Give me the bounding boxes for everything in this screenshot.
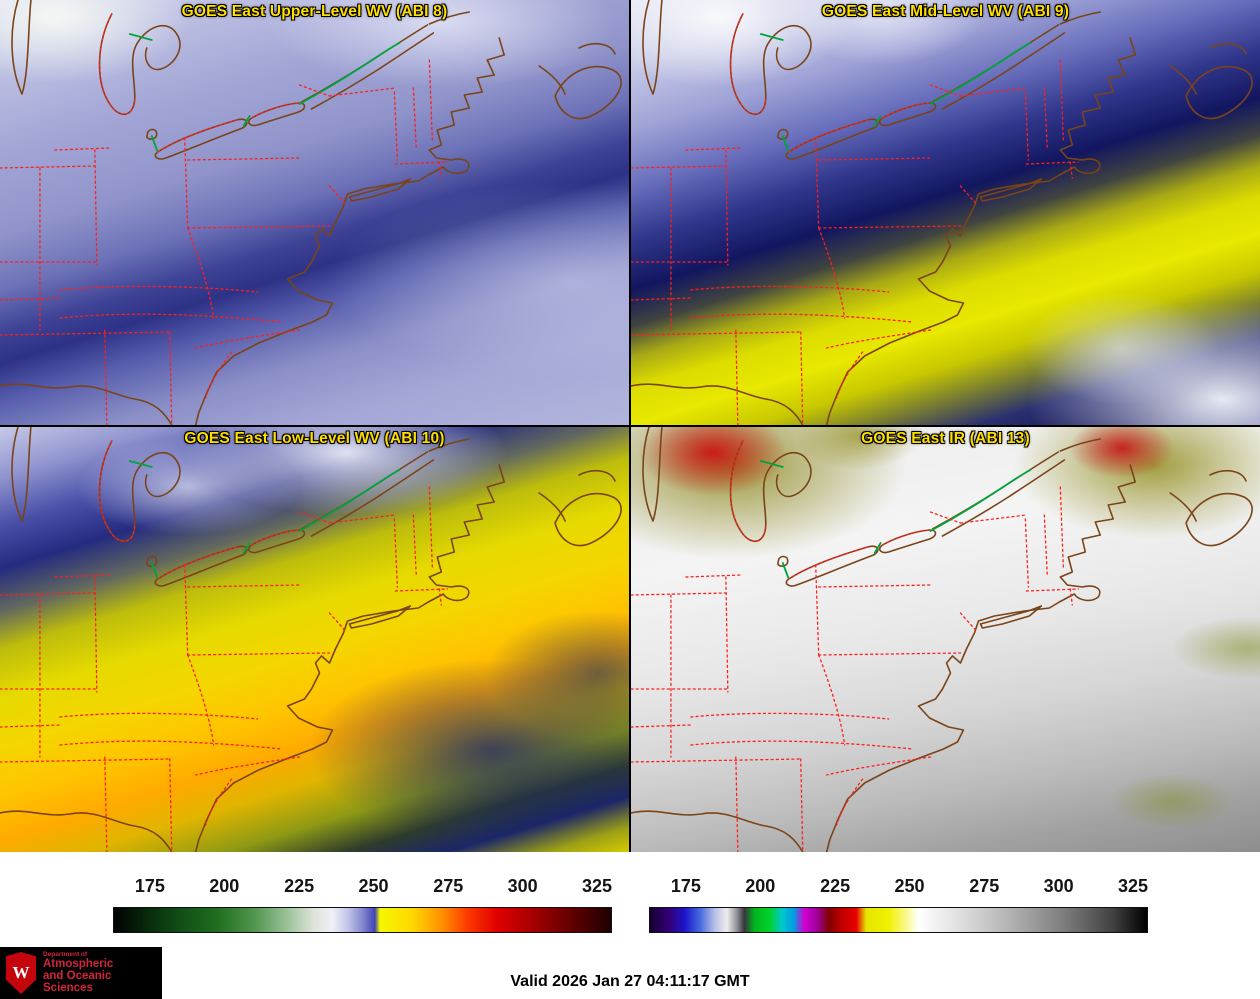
map-overlay xyxy=(0,0,623,425)
ir-colorbar-block: 175 200 225 250 275 300 325 xyxy=(649,876,1148,933)
satellite-quadrant-grid: GOES East Upper-Level WV (ABI 8) GOES Ea… xyxy=(0,0,1260,852)
tick-label: 175 xyxy=(670,876,701,896)
map-overlay xyxy=(631,0,1254,425)
tick-label: 200 xyxy=(209,876,240,896)
wv-colorbar-block: 175 200 225 250 275 300 325 xyxy=(113,876,612,933)
panel-title: GOES East Upper-Level WV (ABI 8) xyxy=(181,3,448,20)
tick-label: 325 xyxy=(1117,876,1149,896)
tick-label: 175 xyxy=(134,876,165,896)
low-level-wv-imagery xyxy=(0,427,629,852)
tick-label: 300 xyxy=(507,876,538,896)
map-overlay xyxy=(0,427,623,852)
panel-title: GOES East Low-Level WV (ABI 10) xyxy=(184,430,445,447)
logo-line-oceanic: and Oceanic Sciences xyxy=(43,970,112,995)
tick-label: 250 xyxy=(894,876,925,896)
panel-ir-abi13: GOES East IR (ABI 13) xyxy=(631,427,1260,852)
wv-colorbar xyxy=(113,907,612,933)
tick-label: 200 xyxy=(745,876,776,896)
tick-label: 300 xyxy=(1043,876,1074,896)
tick-label: 250 xyxy=(358,876,389,896)
ir-colorbar-ticks: 175 200 225 250 275 300 325 xyxy=(649,876,1148,902)
tick-label: 225 xyxy=(820,876,851,896)
valid-time-text: Valid 2026 Jan 27 04:11:17 GMT xyxy=(510,973,750,990)
tick-label: 325 xyxy=(581,876,613,896)
panel-mid-level-wv-abi9: GOES East Mid-Level WV (ABI 9) xyxy=(631,0,1260,425)
logo-department-of: Department of xyxy=(43,950,88,958)
ir-imagery xyxy=(631,427,1260,852)
panel-title: GOES East Mid-Level WV (ABI 9) xyxy=(821,3,1070,20)
logo-line-atmospheric: Atmospheric xyxy=(43,958,114,971)
upper-level-wv-imagery xyxy=(0,0,629,425)
panel-title: GOES East IR (ABI 13) xyxy=(861,430,1030,447)
footer: 175 200 225 250 275 300 325 175 200 225 … xyxy=(0,852,1260,999)
panel-upper-level-wv-abi8: GOES East Upper-Level WV (ABI 8) xyxy=(0,0,629,425)
mid-level-wv-imagery xyxy=(631,0,1260,425)
wv-colorbar-ticks: 175 200 225 250 275 300 325 xyxy=(113,876,612,902)
tick-label: 225 xyxy=(284,876,315,896)
panel-low-level-wv-abi10: GOES East Low-Level WV (ABI 10) xyxy=(0,427,629,852)
map-overlay xyxy=(631,427,1254,852)
ir-colorbar xyxy=(649,907,1148,933)
tick-label: 275 xyxy=(433,876,464,896)
tick-label: 275 xyxy=(969,876,1000,896)
uw-aos-logo: W Department of Atmospheric and Oceanic … xyxy=(0,947,162,999)
logo-text: Department of Atmospheric and Oceanic Sc… xyxy=(43,950,156,995)
